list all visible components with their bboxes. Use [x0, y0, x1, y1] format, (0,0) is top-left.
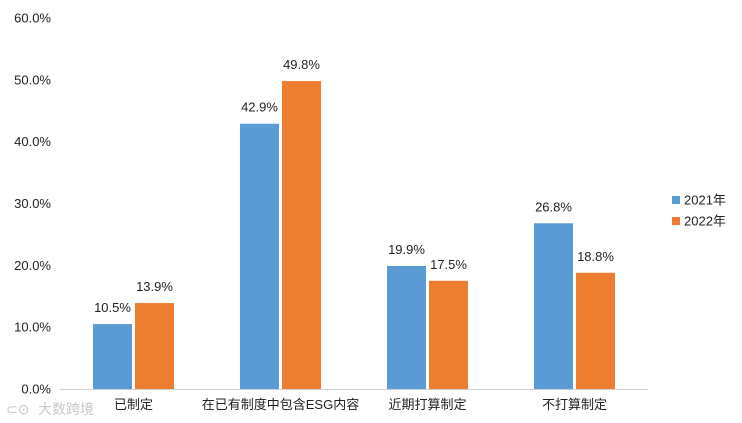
watermark-text: 大数跨境 [38, 401, 94, 417]
y-tick-label: 20.0% [14, 258, 51, 273]
data-label: 19.9% [388, 242, 425, 257]
bar [429, 280, 468, 389]
y-tick-label: 0.0% [21, 382, 51, 397]
data-label: 26.8% [535, 199, 572, 214]
y-tick-label: 50.0% [14, 72, 51, 87]
legend-label: 2021年 [684, 193, 726, 208]
watermark: ⊂⊙ 大数跨境 [6, 401, 94, 417]
y-tick-label: 30.0% [14, 196, 51, 211]
bar [282, 81, 321, 389]
legend-swatch [672, 217, 680, 225]
bar [576, 272, 615, 389]
data-label: 10.5% [94, 300, 131, 315]
data-label: 49.8% [283, 57, 320, 72]
y-tick-label: 60.0% [14, 11, 51, 26]
bar [93, 324, 132, 389]
bar [534, 223, 573, 389]
bars: 10.5% 13.9% 42.9% 49.8% 19.9% 17.5% 26.8% 18.8% [93, 57, 615, 390]
watermark-logo-icon: ⊂⊙ [6, 401, 29, 417]
x-category-label: 不打算制定 [542, 397, 607, 412]
legend-swatch [672, 196, 680, 204]
bar [240, 123, 279, 390]
x-category-label: 已制定 [114, 397, 153, 412]
y-tick-label: 10.0% [14, 320, 51, 335]
y-axis: 0.0% 10.0% 20.0% 30.0% 40.0% 50.0% 60.0% [14, 11, 51, 397]
data-label: 17.5% [430, 257, 467, 272]
x-category-label: 近期打算制定 [388, 397, 466, 412]
data-label: 18.8% [577, 249, 614, 264]
legend: 2021年 2022年 [672, 193, 726, 229]
bar [387, 265, 426, 389]
legend-label: 2022年 [684, 214, 726, 229]
data-label: 42.9% [241, 100, 278, 115]
y-tick-label: 40.0% [14, 134, 51, 149]
data-label: 13.9% [136, 279, 173, 294]
x-category-label: 在已有制度中包含ESG内容 [202, 397, 359, 412]
x-axis-categories: 已制定 在已有制度中包含ESG内容 近期打算制定 不打算制定 [114, 397, 607, 412]
bar [135, 303, 174, 389]
